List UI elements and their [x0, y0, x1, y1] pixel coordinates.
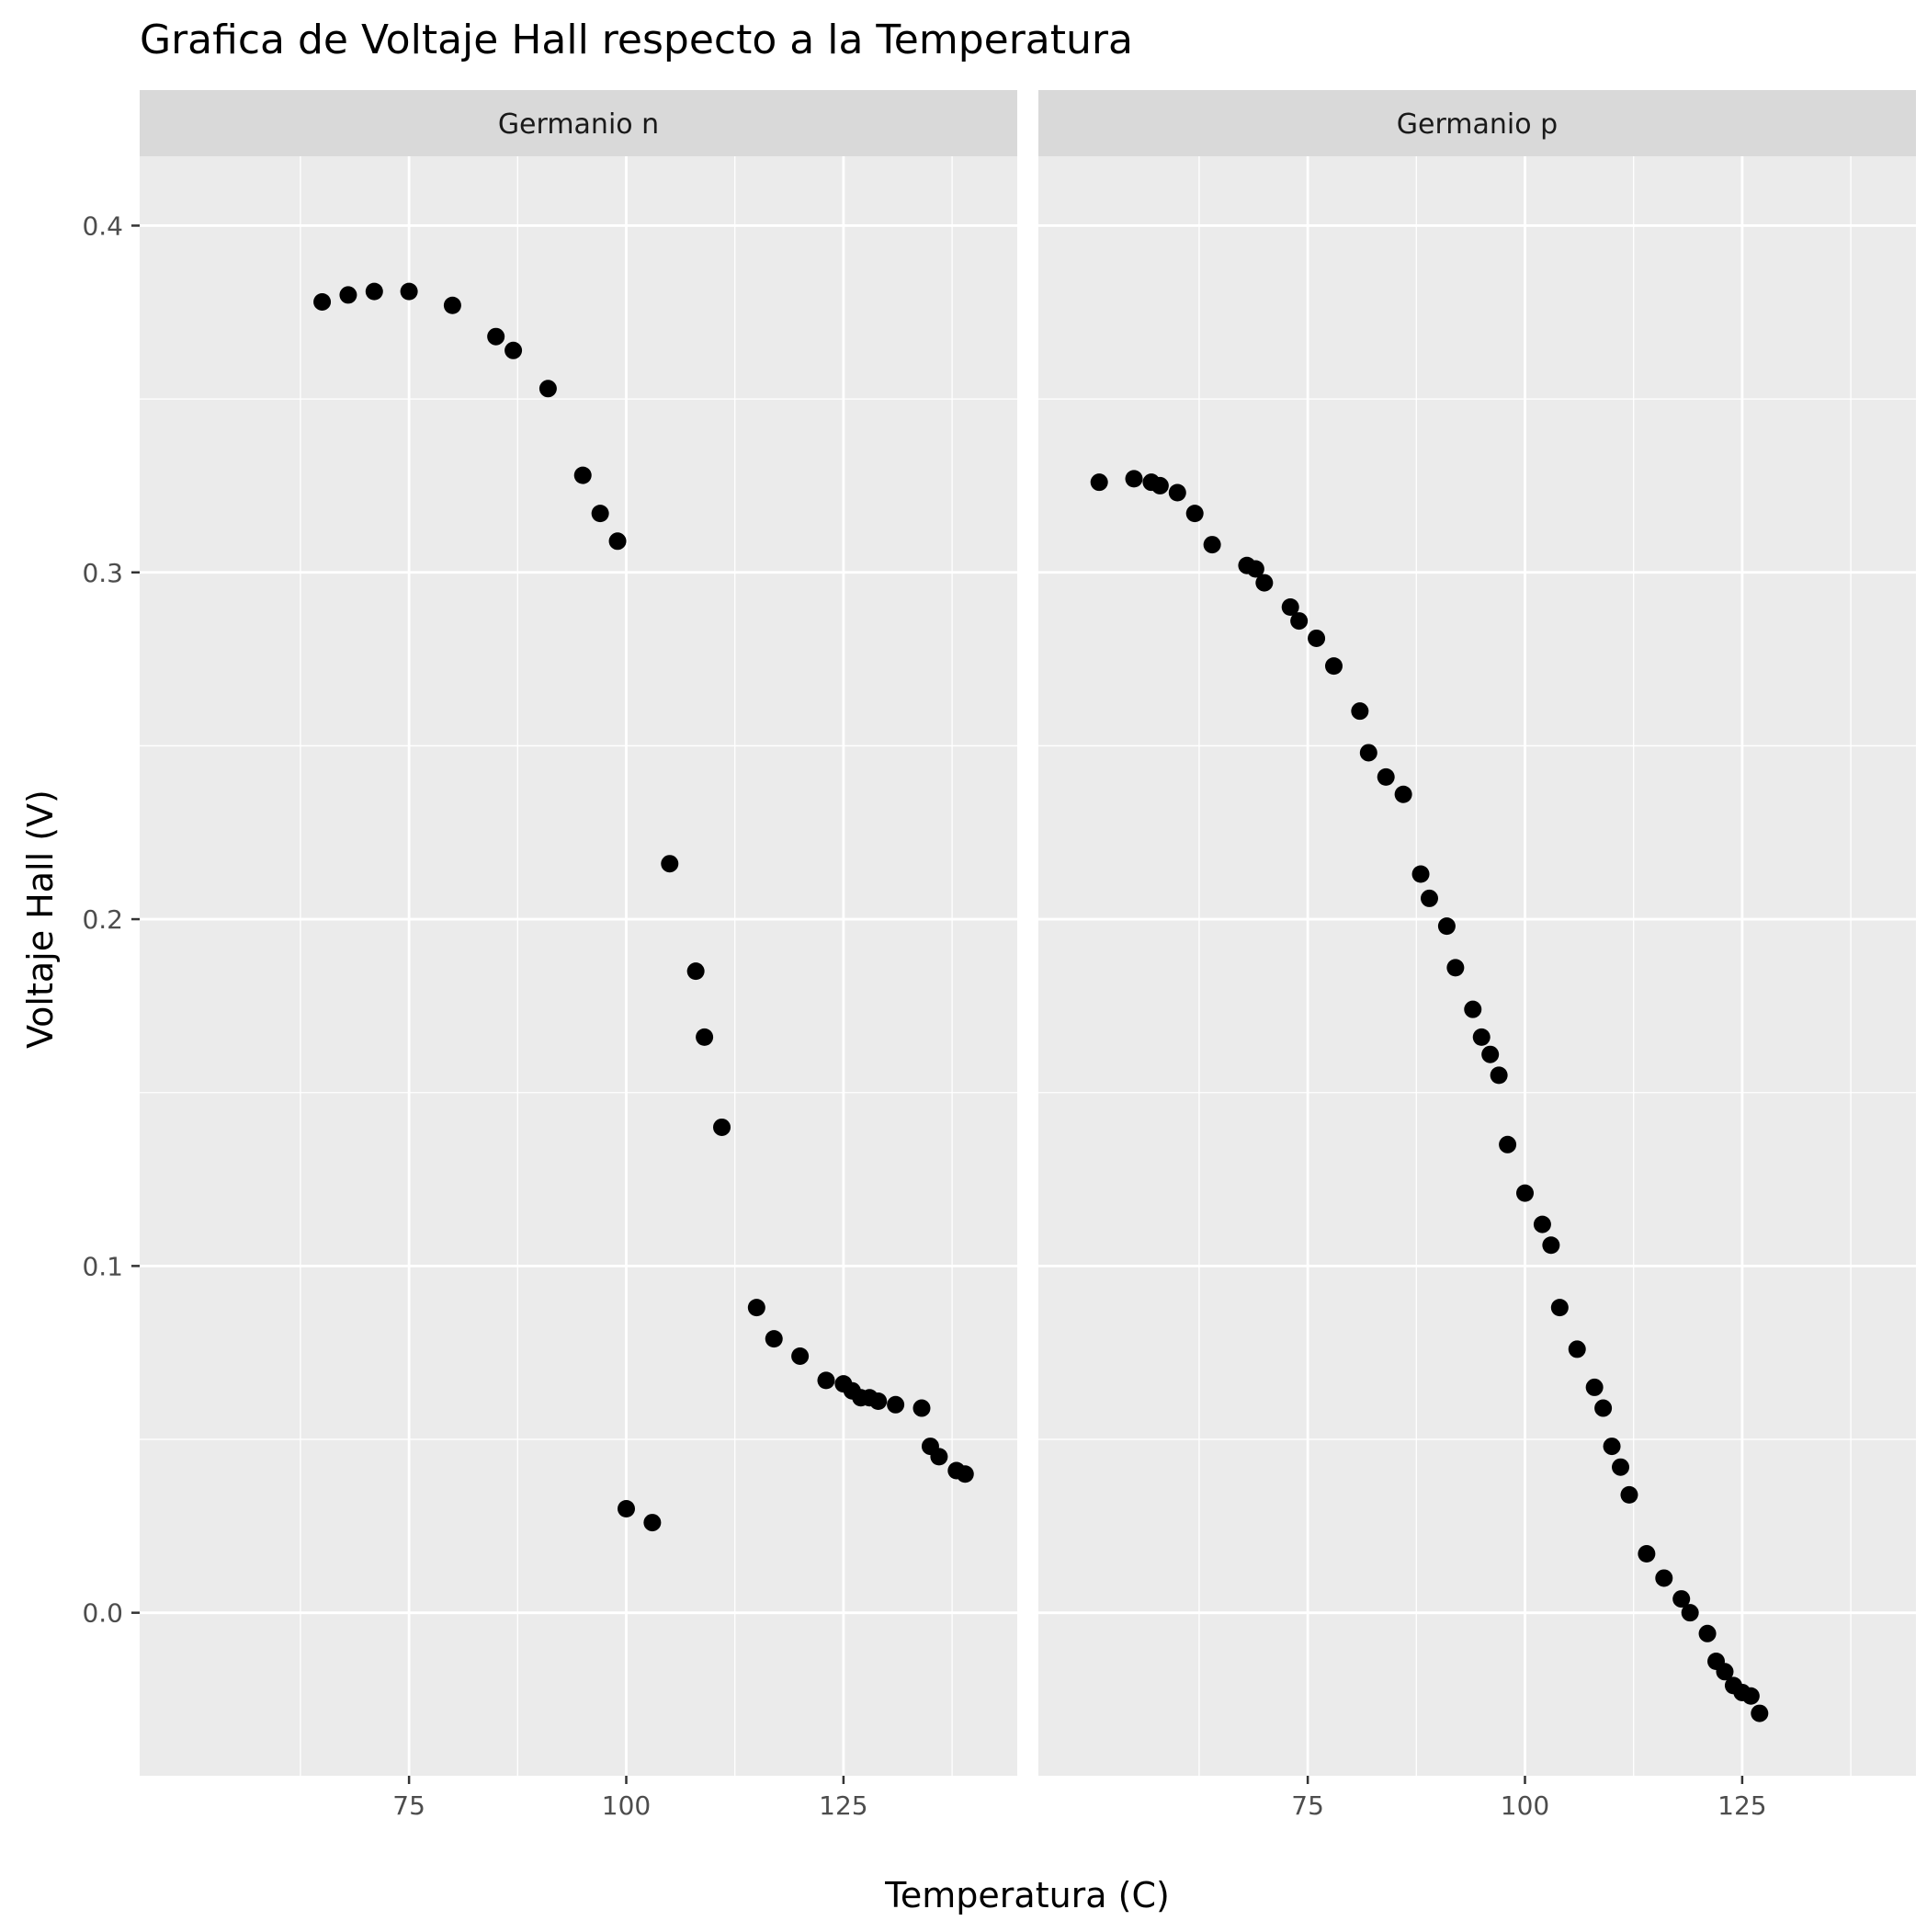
data-point [618, 1499, 636, 1517]
data-point [1698, 1624, 1717, 1642]
data-point [1620, 1485, 1638, 1504]
y-tick-label: 0.3 [82, 558, 123, 588]
y-tick-label: 0.0 [82, 1598, 123, 1629]
facet-panels: Germanio n 75 100 125 Germanio p 75 100 125 [140, 90, 1916, 1821]
data-point [869, 1392, 888, 1411]
data-point [339, 286, 357, 304]
y-tick-label: 0.1 [82, 1251, 123, 1281]
x-tick-label: 125 [819, 1790, 867, 1821]
data-point [1351, 702, 1369, 721]
panel-background [140, 156, 1017, 1776]
data-point [1542, 1236, 1560, 1255]
data-point [817, 1371, 835, 1390]
data-point [747, 1299, 765, 1317]
facet-strip [140, 90, 1017, 156]
data-point [686, 962, 705, 981]
data-point [1446, 959, 1465, 977]
y-axis: 0.0 0.1 0.2 0.3 0.4 [82, 210, 140, 1629]
panel-background [1038, 156, 1916, 1776]
data-point [1464, 1000, 1482, 1018]
data-point [365, 282, 383, 301]
x-tick-label: 125 [1717, 1790, 1766, 1821]
x-tick-label: 75 [1291, 1790, 1324, 1821]
data-point [573, 466, 592, 484]
data-point [1290, 612, 1309, 631]
data-point [313, 292, 332, 311]
data-point [1716, 1663, 1734, 1681]
data-point [1437, 917, 1456, 936]
data-point [661, 855, 679, 873]
facet-strip [1038, 90, 1916, 156]
data-point [887, 1395, 905, 1414]
data-point [1168, 483, 1186, 502]
facet-strip-label: Germanio n [498, 108, 659, 141]
data-point [1324, 657, 1343, 676]
data-point [1655, 1569, 1673, 1587]
data-point [1594, 1399, 1613, 1417]
data-point [1612, 1458, 1630, 1476]
data-point [400, 282, 418, 301]
data-point [443, 296, 461, 314]
facet-panel: Germanio p 75 100 125 [1038, 90, 1916, 1821]
data-point [1377, 767, 1395, 786]
data-point [1516, 1184, 1535, 1202]
data-point [1751, 1704, 1769, 1722]
data-point [1585, 1378, 1604, 1396]
y-tick-label: 0.2 [82, 904, 123, 935]
x-tick-label: 75 [392, 1790, 425, 1821]
y-axis-title: Voltaje Hall (V) [20, 790, 61, 1049]
x-axis-title: Temperatura (C) [884, 1875, 1170, 1915]
data-point [1411, 865, 1430, 883]
data-point [1394, 785, 1412, 803]
data-point [1638, 1545, 1656, 1563]
data-point [912, 1399, 931, 1417]
facet-strip-label: Germanio p [1397, 108, 1558, 141]
data-point [538, 380, 557, 398]
data-point [487, 327, 505, 346]
data-point [504, 341, 523, 359]
data-point [1603, 1438, 1621, 1456]
data-point [713, 1118, 731, 1136]
data-point [1481, 1045, 1500, 1063]
data-point [1533, 1215, 1551, 1233]
data-point [1499, 1135, 1517, 1154]
data-point [1246, 560, 1264, 578]
data-point [1550, 1299, 1569, 1317]
y-tick-label: 0.4 [82, 210, 123, 241]
data-point [1281, 597, 1299, 616]
facet-panel: Germanio n 75 100 125 [140, 90, 1017, 1821]
data-point [1741, 1687, 1760, 1705]
data-point [608, 532, 627, 551]
data-point [1203, 536, 1221, 554]
x-tick-label: 100 [1501, 1790, 1549, 1821]
data-point [930, 1448, 948, 1466]
data-point [1672, 1590, 1691, 1608]
data-point [643, 1514, 662, 1532]
data-point [1490, 1066, 1508, 1085]
data-point [1185, 505, 1204, 523]
data-point [1359, 744, 1377, 762]
data-point [765, 1330, 783, 1348]
data-point [791, 1347, 810, 1365]
data-point [1255, 574, 1274, 592]
data-point [1308, 629, 1326, 647]
data-point [1420, 889, 1438, 907]
x-tick-label: 100 [602, 1790, 651, 1821]
data-point [1472, 1028, 1491, 1046]
data-point [1125, 470, 1143, 488]
data-point [591, 505, 609, 523]
data-point [1568, 1340, 1586, 1358]
data-point [956, 1465, 974, 1483]
chart-title: Grafica de Voltaje Hall respecto a la Te… [140, 17, 1133, 63]
data-point [1151, 476, 1169, 494]
data-point [1681, 1604, 1699, 1622]
data-point [1090, 473, 1108, 492]
data-point [696, 1028, 714, 1046]
